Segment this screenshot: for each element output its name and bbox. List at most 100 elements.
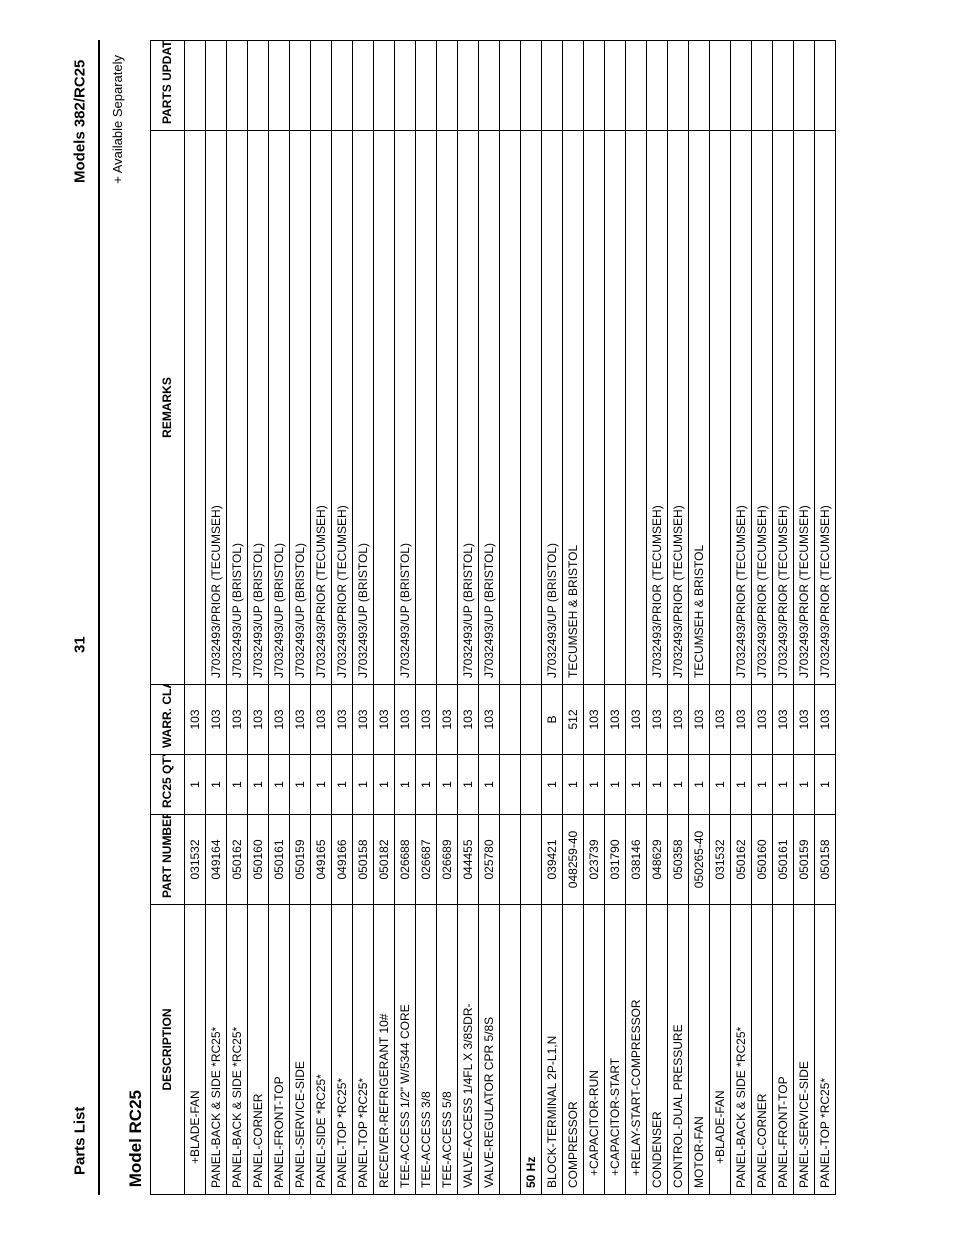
- table-row: PANEL-TOP *RC25*0501581103J7032493/UP (B…: [353, 41, 374, 1195]
- cell-parts-update: [815, 41, 836, 131]
- cell-description: PANEL-CORNER: [752, 905, 773, 1195]
- cell-part-number: 044455: [458, 815, 479, 905]
- cell-qty: 1: [269, 755, 290, 815]
- cell-description: TEE-ACCESS 1/2" W/5344 CORE: [395, 905, 416, 1195]
- cell-parts-update: [185, 41, 206, 131]
- table-row: PANEL-BACK & SIDE *RC25*0501621103J70324…: [731, 41, 752, 1195]
- table-row: TEE-ACCESS 1/2" W/5344 CORE0266881103J70…: [395, 41, 416, 1195]
- cell-qty: 1: [479, 755, 500, 815]
- cell-warr-class: 103: [584, 685, 605, 755]
- cell-warr-class: 103: [227, 685, 248, 755]
- cell-remarks: [605, 131, 626, 685]
- cell-qty: 1: [563, 755, 584, 815]
- cell-warr-class: 103: [668, 685, 689, 755]
- cell-parts-update: [353, 41, 374, 131]
- table-row: PANEL-FRONT-TOP0501611103J7032493/UP (BR…: [269, 41, 290, 1195]
- cell-remarks: [185, 131, 206, 685]
- cell-remarks: TECUMSEH & BRISTOL: [563, 131, 584, 685]
- cell-part-number: 049166: [332, 815, 353, 905]
- available-separately-note: + Available Separately: [110, 55, 125, 184]
- cell-description: PANEL-SERVICE-SIDE: [290, 905, 311, 1195]
- cell-remarks: J7032493/PRIOR (TECUMSEH): [794, 131, 815, 685]
- table-row: VALVE-REGULATOR CPR 5/8S0257801103J70324…: [479, 41, 500, 1195]
- cell-warr-class: 103: [773, 685, 794, 755]
- cell-part-number: 026689: [437, 815, 458, 905]
- table-row: VALVE-ACCESS 1/4FL X 3/8SDR-0444551103J7…: [458, 41, 479, 1195]
- cell-remarks: J7032493/UP (BRISTOL): [353, 131, 374, 685]
- cell-warr-class: 103: [647, 685, 668, 755]
- cell-qty: 1: [710, 755, 731, 815]
- cell-remarks: [521, 131, 542, 685]
- cell-part-number: 026687: [416, 815, 437, 905]
- table-row: PANEL-SIDE *RC25*0491651103J7032493/PRIO…: [311, 41, 332, 1195]
- cell-part-number: 050162: [227, 815, 248, 905]
- col-part-number: PART NUMBER: [151, 815, 185, 905]
- cell-part-number: 039421: [542, 815, 563, 905]
- cell-part-number: 050159: [290, 815, 311, 905]
- cell-warr-class: B: [542, 685, 563, 755]
- cell-remarks: J7032493/UP (BRISTOL): [227, 131, 248, 685]
- cell-warr-class: 103: [311, 685, 332, 755]
- cell-part-number: 050158: [815, 815, 836, 905]
- table-row: TEE-ACCESS 3/80266871103: [416, 41, 437, 1195]
- cell-remarks: [710, 131, 731, 685]
- cell-warr-class: 103: [374, 685, 395, 755]
- col-parts-update: PARTS UPDATE: [151, 41, 185, 131]
- cell-description: +RELAY-START-COMPRESSOR: [626, 905, 647, 1195]
- cell-description: RECEIVER-REFRIGERANT 10#: [374, 905, 395, 1195]
- table-row: PANEL-TOP *RC25*0501581103J7032493/PRIOR…: [815, 41, 836, 1195]
- page-frame: Parts List 31 Models 382/RC25 + Availabl…: [0, 0, 954, 1235]
- table-header-row: DESCRIPTION PART NUMBER RC25 QTY. WARR. …: [151, 41, 185, 1195]
- table-blank-row: [500, 41, 521, 1195]
- cell-qty: 1: [794, 755, 815, 815]
- cell-part-number: 050160: [752, 815, 773, 905]
- cell-warr-class: 103: [605, 685, 626, 755]
- table-row: PANEL-SERVICE-SIDE0501591103J7032493/UP …: [290, 41, 311, 1195]
- cell-parts-update: [311, 41, 332, 131]
- cell-part-number: 031532: [185, 815, 206, 905]
- cell-part-number: 049164: [206, 815, 227, 905]
- cell-part-number: 050161: [773, 815, 794, 905]
- header-model: Models 382/RC25: [72, 60, 89, 183]
- cell-qty: 1: [227, 755, 248, 815]
- cell-description: PANEL-TOP *RC25*: [815, 905, 836, 1195]
- cell-parts-update: [458, 41, 479, 131]
- table-row: PANEL-CORNER0501601103J7032493/PRIOR (TE…: [752, 41, 773, 1195]
- table-row: RECEIVER-REFRIGERANT 10#0501821103: [374, 41, 395, 1195]
- table-row: PANEL-SERVICE-SIDE0501591103J7032493/PRI…: [794, 41, 815, 1195]
- cell-remarks: J7032493/PRIOR (TECUMSEH): [332, 131, 353, 685]
- cell-remarks: J7032493/PRIOR (TECUMSEH): [815, 131, 836, 685]
- page-number: 31: [72, 637, 89, 654]
- table-row: CONTROL-DUAL PRESSURE0503581103J7032493/…: [668, 41, 689, 1195]
- cell-qty: 1: [416, 755, 437, 815]
- cell-parts-update: [395, 41, 416, 131]
- cell-qty: 1: [206, 755, 227, 815]
- cell-parts-update: [773, 41, 794, 131]
- cell-warr-class: 103: [332, 685, 353, 755]
- table-row: +BLADE-FAN0315321103: [710, 41, 731, 1195]
- cell-description: PANEL-TOP *RC25*: [353, 905, 374, 1195]
- cell-remarks: TECUMSEH & BRISTOL: [689, 131, 710, 685]
- cell-remarks: J7032493/UP (BRISTOL): [395, 131, 416, 685]
- cell-warr-class: 103: [416, 685, 437, 755]
- cell-qty: 1: [395, 755, 416, 815]
- cell-description: CONDENSER: [647, 905, 668, 1195]
- cell-warr-class: 103: [185, 685, 206, 755]
- cell-warr-class: 103: [794, 685, 815, 755]
- table-row: +CAPACITOR-START0317901103: [605, 41, 626, 1195]
- cell-description: TEE-ACCESS 3/8: [416, 905, 437, 1195]
- cell-part-number: 048629: [647, 815, 668, 905]
- table-row: +CAPACITOR-RUN0237391103: [584, 41, 605, 1195]
- cell-warr-class: 103: [689, 685, 710, 755]
- cell-parts-update: [752, 41, 773, 131]
- cell-qty: 1: [605, 755, 626, 815]
- cell-description: PANEL-TOP *RC25*: [332, 905, 353, 1195]
- table-row: PANEL-CORNER0501601103J7032493/UP (BRIST…: [248, 41, 269, 1195]
- cell-part-number: 049165: [311, 815, 332, 905]
- cell-description: PANEL-FRONT-TOP: [773, 905, 794, 1195]
- col-warr-class: WARR. CLASS: [151, 685, 185, 755]
- table-row: BLOCK-TERMINAL 2P-L1,N0394211BJ7032493/U…: [542, 41, 563, 1195]
- cell-remarks: J7032493/UP (BRISTOL): [290, 131, 311, 685]
- table-row: MOTOR-FAN050265-401103TECUMSEH & BRISTOL: [689, 41, 710, 1195]
- cell-part-number: 050265-40: [689, 815, 710, 905]
